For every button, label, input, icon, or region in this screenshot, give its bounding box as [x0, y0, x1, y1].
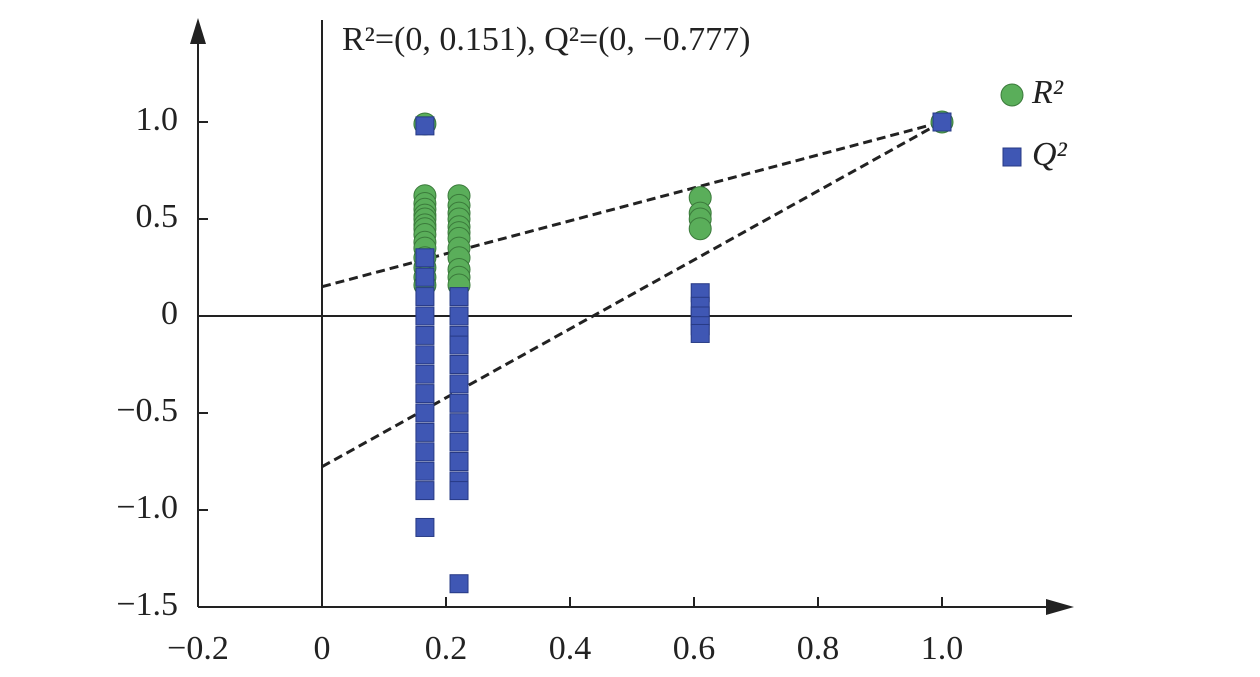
x-tick-label: −0.2: [167, 630, 229, 667]
point: [415, 364, 435, 384]
point: [415, 345, 435, 365]
point: [415, 481, 435, 501]
point: [449, 374, 469, 394]
x-tick-label: 0.4: [549, 630, 592, 667]
point: [415, 517, 435, 537]
point: [449, 574, 469, 594]
point: [415, 287, 435, 307]
point: [449, 306, 469, 326]
point: [932, 112, 952, 132]
legend-label: R²: [1031, 74, 1064, 111]
y-tick-label: −1.0: [116, 489, 178, 526]
chart-title: R²=(0, 0.151), Q²=(0, −0.777): [342, 21, 750, 58]
point: [415, 267, 435, 287]
y-tick-label: 0.5: [136, 198, 179, 235]
legend-label: Q²: [1032, 136, 1068, 173]
x-tick-label: 0.8: [797, 630, 840, 667]
trend-line: [321, 120, 943, 469]
point: [415, 306, 435, 326]
point: [415, 403, 435, 423]
y-tick-label: −0.5: [116, 392, 178, 429]
point: [415, 384, 435, 404]
x-tick-label: 0.2: [425, 630, 468, 667]
point: [449, 481, 469, 501]
legend-marker: [1002, 147, 1022, 167]
x-tick-label: 1.0: [921, 630, 964, 667]
point: [449, 432, 469, 452]
point: [415, 442, 435, 462]
point: [415, 325, 435, 345]
legend-marker: [1000, 83, 1024, 107]
point: [449, 335, 469, 355]
point: [688, 217, 712, 241]
point: [449, 452, 469, 471]
point: [449, 287, 469, 307]
point: [415, 116, 435, 136]
point: [690, 323, 710, 343]
point: [449, 413, 469, 433]
x-tick-label: 0: [314, 630, 331, 667]
point: [449, 355, 469, 374]
point: [415, 248, 435, 268]
y-tick-label: −1.5: [116, 586, 178, 623]
point: [415, 422, 435, 442]
y-tick-label: 1.0: [136, 101, 179, 138]
point: [449, 393, 469, 413]
x-tick-label: 0.6: [673, 630, 716, 667]
y-tick-label: 0: [161, 295, 178, 332]
point: [415, 461, 435, 481]
